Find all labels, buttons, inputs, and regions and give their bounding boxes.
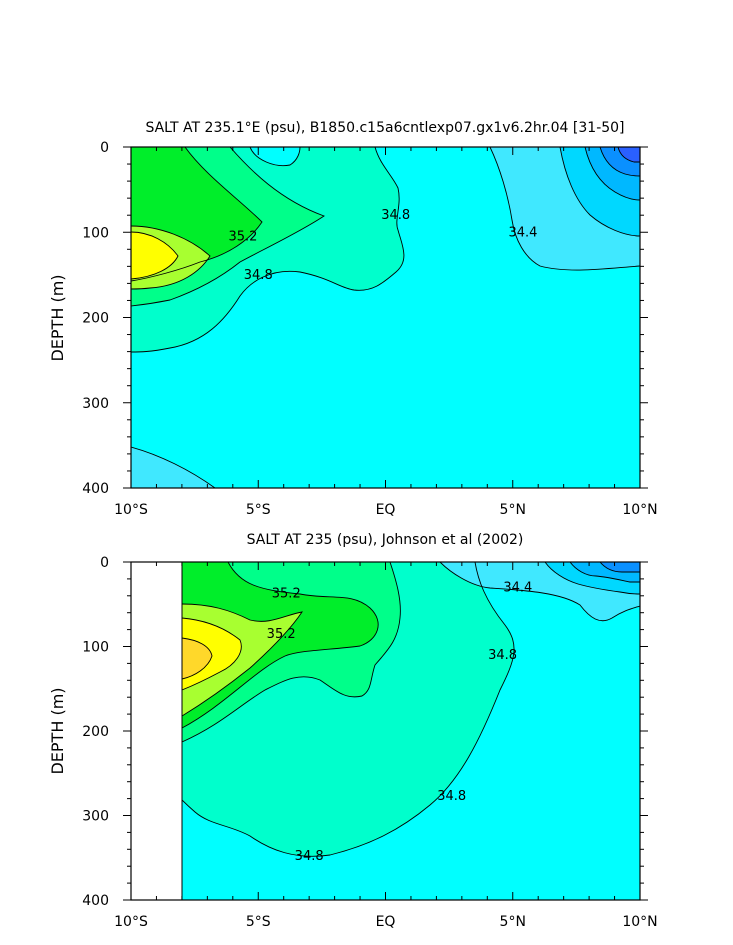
y-tick-label: 400	[82, 481, 109, 497]
x-tick-label: 10°N	[622, 914, 657, 930]
top-band-35.6	[131, 232, 178, 279]
contour-label: 34.4	[503, 580, 532, 595]
top-panel: SALT AT 235.1°E (psu), B1850.c15a6cntlex…	[48, 120, 658, 518]
bottom-contour-labels: 35.2 35.2 34.4 34.8 34.8 34.8	[267, 580, 533, 864]
x-tick-label: 10°S	[114, 914, 148, 930]
top-band-33.6	[618, 147, 640, 162]
top-ticks	[123, 146, 648, 489]
x-tick-label: EQ	[376, 502, 396, 518]
contour-label: 35.2	[267, 627, 296, 642]
contour-label: 35.2	[272, 586, 301, 601]
y-tick-label: 0	[100, 140, 109, 156]
bottom-ticks	[123, 561, 648, 901]
y-tick-label: 400	[82, 893, 109, 909]
bottom-band-35.2	[182, 562, 379, 728]
contour-label: 34.8	[437, 789, 466, 804]
y-tick-label: 200	[82, 724, 109, 740]
contour-label: 35.2	[229, 230, 258, 245]
top-band-34.4-deep	[131, 447, 215, 488]
contour-label: 34.8	[381, 208, 410, 223]
contour-label: 34.8	[244, 268, 273, 283]
top-surface-dip	[250, 147, 300, 166]
contour-label: 34.8	[295, 849, 324, 864]
contour-label: 34.4	[508, 225, 537, 240]
bottom-deep-34.6	[182, 690, 640, 900]
x-tick-label: 5°S	[246, 914, 271, 930]
x-tick-label: EQ	[376, 914, 396, 930]
bottom-salinity-fill	[182, 562, 640, 900]
x-tick-label: 5°N	[500, 502, 526, 518]
top-salinity-fill	[131, 147, 640, 488]
y-tick-label: 0	[100, 555, 109, 571]
bottom-panel-title: SALT AT 235 (psu), Johnson et al (2002)	[247, 532, 524, 548]
contour-label: 34.8	[488, 648, 517, 663]
bottom-panel: SALT AT 235 (psu), Johnson et al (2002)	[48, 532, 658, 930]
bottom-tick-labels: 10°S 5°S EQ 5°N 10°N 0 100 200 300 400	[82, 555, 657, 930]
x-tick-label: 5°N	[500, 914, 526, 930]
y-tick-label: 200	[82, 311, 109, 327]
top-y-axis-label: DEPTH (m)	[48, 274, 67, 361]
y-tick-label: 100	[82, 640, 109, 656]
top-contour-labels: 35.2 34.8 34.8 34.4	[229, 208, 538, 283]
y-tick-label: 100	[82, 225, 109, 241]
bottom-band-35.8	[182, 638, 212, 679]
top-panel-title: SALT AT 235.1°E (psu), B1850.c15a6cntlex…	[145, 120, 624, 136]
x-tick-label: 10°N	[622, 502, 657, 518]
y-tick-label: 300	[82, 396, 109, 412]
x-tick-label: 5°S	[246, 502, 271, 518]
bottom-y-axis-label: DEPTH (m)	[48, 687, 67, 774]
x-tick-label: 10°S	[114, 502, 148, 518]
y-tick-label: 300	[82, 809, 109, 825]
top-tick-labels: 10°S 5°S EQ 5°N 10°N 0 100 200 300 400	[82, 140, 657, 518]
